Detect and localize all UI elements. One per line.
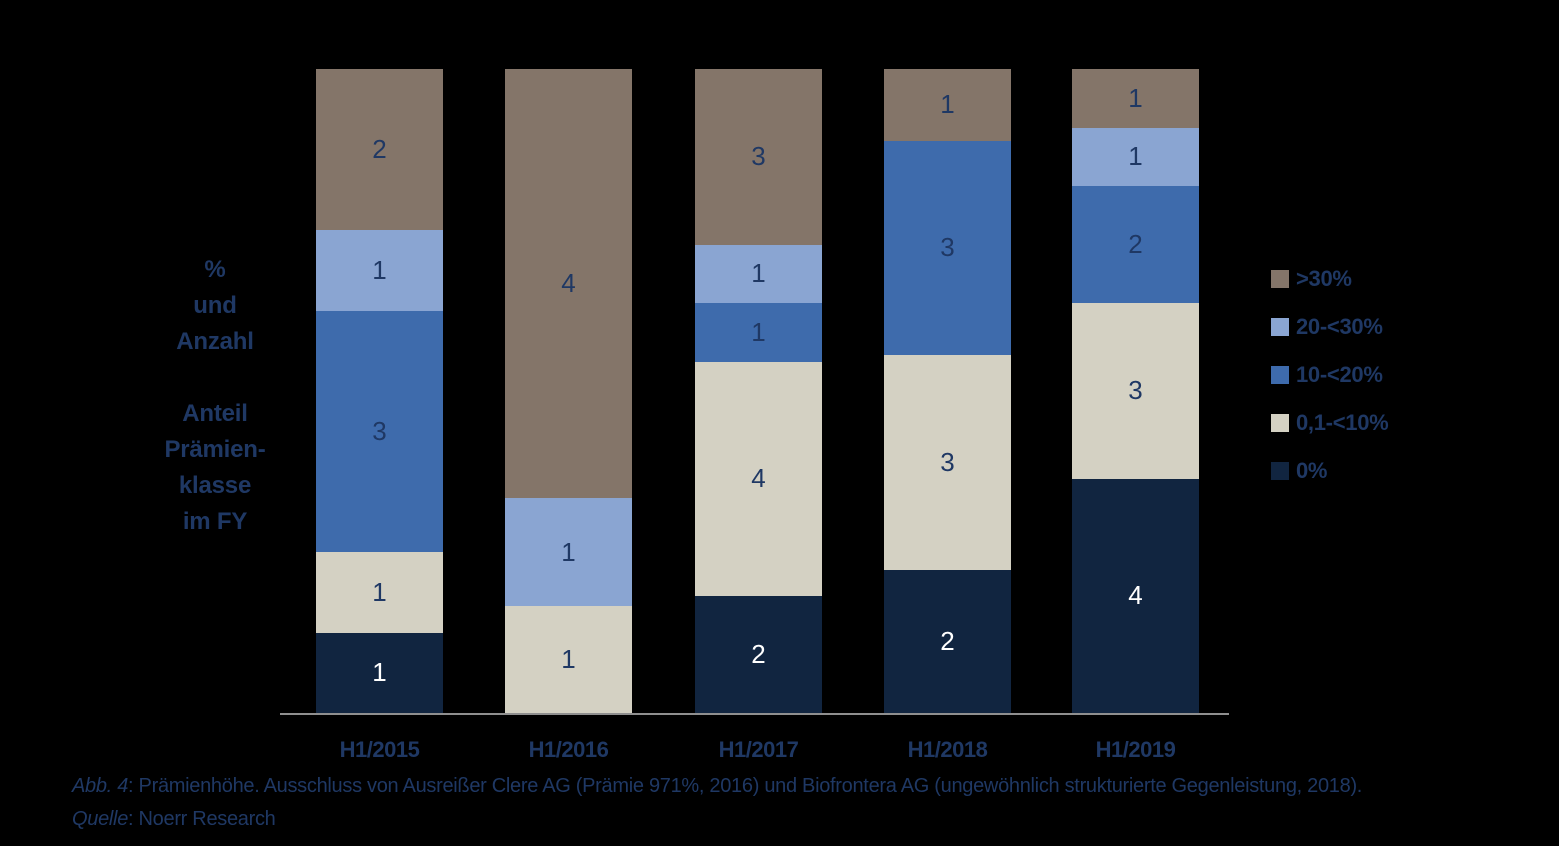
bar-segment--30-: 2 xyxy=(316,69,443,230)
bar-segment--30-: 1 xyxy=(1072,68,1199,128)
chart-plot: 1 1 3 1 2 H1/2015 1 1 4 H1/2016 2 4 1 1 3 H1/2017 2 3 3 1 H1… xyxy=(280,68,1229,762)
segment-value-label: 1 xyxy=(1128,82,1143,113)
legend-item-0-: 0% xyxy=(1271,458,1388,483)
y-axis-title-line: % xyxy=(204,256,226,283)
bar-segment-0-1-10-: 3 xyxy=(1072,303,1199,479)
bar-segment-0-1-10-: 3 xyxy=(884,355,1011,570)
legend-label: 0,1-<10% xyxy=(1296,410,1389,435)
y-axis-title-line: Prämien- xyxy=(164,436,266,463)
segment-value-label: 1 xyxy=(561,643,576,674)
y-axis-title-line: Anzahl xyxy=(176,328,254,355)
legend-swatch-icon xyxy=(1271,414,1289,432)
segment-value-label: 3 xyxy=(940,447,955,478)
x-axis-label: H1/2015 xyxy=(339,737,420,762)
y-axis-title-line: Anteil xyxy=(182,400,248,427)
bar-segment-0-1-10-: 1 xyxy=(316,552,443,633)
x-axis-baseline xyxy=(280,713,1229,715)
bar-segment-0-1-10-: 4 xyxy=(695,361,822,596)
x-axis-label: H1/2016 xyxy=(528,737,609,762)
bar-segment-10-20-: 3 xyxy=(884,140,1011,356)
segment-value-label: 1 xyxy=(940,89,955,120)
segment-value-label: 1 xyxy=(372,254,387,285)
bar-segment-20-30-: 1 xyxy=(695,244,822,304)
legend: >30% 20-<30% 10-<20% 0,1-<10% 0% xyxy=(1271,266,1389,508)
x-axis-label: H1/2018 xyxy=(907,737,988,762)
bar-segment--30-: 3 xyxy=(695,68,822,245)
bar-segment--30-: 4 xyxy=(505,69,632,499)
legend-label: 10-<20% xyxy=(1296,362,1383,387)
legend-label: 20-<30% xyxy=(1296,314,1383,339)
bar-segment-10-20-: 1 xyxy=(695,303,822,362)
bar-h1-2015: 1 1 3 1 2 xyxy=(316,69,443,713)
bar-segment-0-: 4 xyxy=(1072,478,1199,713)
segment-value-label: 3 xyxy=(1128,375,1143,406)
caption-figure-text: : Prämienhöhe. Ausschluss von Ausreißer … xyxy=(128,775,1363,797)
segment-value-label: 4 xyxy=(561,268,576,299)
bar-segment-0-: 2 xyxy=(695,595,822,713)
segment-value-label: 4 xyxy=(751,463,766,494)
caption-figure-number: Abb. 4 xyxy=(72,775,129,797)
legend-item-0-1-10-: 0,1-<10% xyxy=(1271,410,1389,435)
x-axis-label: H1/2019 xyxy=(1095,737,1176,762)
legend-item-10-20-: 10-<20% xyxy=(1271,362,1388,387)
y-axis-title-line: im FY xyxy=(182,508,248,535)
legend-swatch-icon xyxy=(1271,270,1289,288)
legend-label: 0% xyxy=(1296,458,1328,483)
y-axis-title: % und Anzahl Anteil Prämien-klasse im FY xyxy=(130,252,300,540)
segment-value-label: 1 xyxy=(1128,141,1143,172)
segment-value-label: 1 xyxy=(372,576,387,607)
segment-value-label: 1 xyxy=(561,536,576,567)
segment-value-label: 2 xyxy=(940,625,955,656)
legend-swatch-icon xyxy=(1271,318,1289,336)
segment-value-label: 3 xyxy=(751,141,766,172)
bar-h1-2018: 2 3 3 1 xyxy=(884,68,1011,713)
bar-segment--30-: 1 xyxy=(884,68,1011,141)
segment-value-label: 2 xyxy=(1128,229,1143,260)
segment-value-label: 2 xyxy=(372,134,387,164)
segment-value-label: 1 xyxy=(751,258,766,289)
legend-item--30-: >30% xyxy=(1271,266,1388,291)
segment-value-label: 1 xyxy=(751,316,766,347)
legend-swatch-icon xyxy=(1271,462,1289,480)
bar-segment-20-30-: 1 xyxy=(505,498,632,606)
y-axis-title-line xyxy=(130,360,300,396)
bar-segment-20-30-: 1 xyxy=(316,230,443,311)
legend-item-20-30-: 20-<30% xyxy=(1271,314,1388,339)
bar-segment-10-20-: 3 xyxy=(316,310,443,552)
bar-h1-2019: 4 3 2 1 1 xyxy=(1072,68,1199,713)
bar-h1-2016: 1 1 4 xyxy=(505,69,632,713)
segment-value-label: 2 xyxy=(751,638,766,669)
legend-label: >30% xyxy=(1296,266,1352,291)
y-axis-title-line: klasse xyxy=(178,472,252,499)
bar-segment-0-: 2 xyxy=(884,569,1011,713)
caption-source-label: Quelle xyxy=(72,808,129,830)
caption-source-text: : Noerr Research xyxy=(128,808,276,830)
caption-line-1: Abb. 4: Prämienhöhe. Ausschluss von Ausr… xyxy=(72,770,1362,803)
segment-value-label: 3 xyxy=(372,415,387,446)
bar-h1-2017: 2 4 1 1 3 xyxy=(695,68,822,713)
caption-line-2: Quelle: Noerr Research xyxy=(72,803,1362,836)
y-axis-title-line: und xyxy=(193,292,237,319)
segment-value-label: 1 xyxy=(372,657,387,688)
segment-value-label: 3 xyxy=(940,232,955,263)
bar-segment-20-30-: 1 xyxy=(1072,127,1199,187)
bar-segment-10-20-: 2 xyxy=(1072,186,1199,304)
segment-value-label: 4 xyxy=(1128,580,1143,611)
bar-segment-0-1-10-: 1 xyxy=(505,605,632,713)
x-axis-label: H1/2017 xyxy=(718,737,799,762)
figure-caption: Abb. 4: Prämienhöhe. Ausschluss von Ausr… xyxy=(72,770,1362,836)
legend-swatch-icon xyxy=(1271,366,1289,384)
bar-segment-0-: 1 xyxy=(316,632,443,713)
